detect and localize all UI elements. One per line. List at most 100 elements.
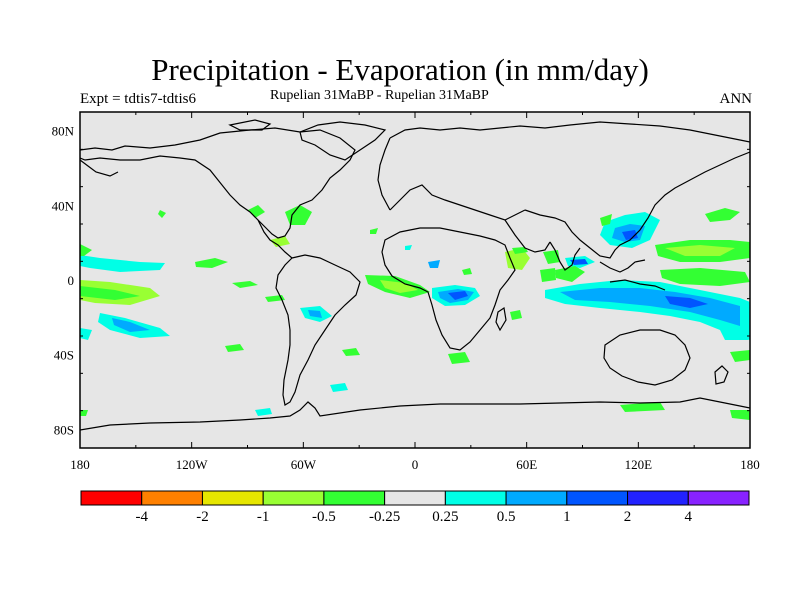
anomaly-north-atlantic-green [370,228,378,234]
lon-label: 60W [291,457,317,472]
colorbar: -4 -2 -1 -0.5 -0.25 0.25 0.5 1 2 4 [80,490,750,525]
coastline-central-america [257,219,293,259]
colorbar-label: -0.25 [369,509,400,525]
colorbar-label: -1 [257,509,270,525]
colorbar-swatch [384,490,446,506]
coastline-asia-north [377,137,391,211]
anomaly-east-asia-green [600,214,612,226]
anomaly-madagascar-green [510,310,522,320]
colorbar-swatch [80,490,143,506]
anomaly-western-pacific-equator-green [660,268,750,286]
colorbar-swatch [262,490,325,506]
coastline-indonesia [609,279,666,291]
anomaly-east-asia-core [622,230,638,240]
anomaly-west-africa-blue [428,260,440,268]
colorbar-swatch [687,490,750,506]
anomaly-south-africa-green [448,352,470,364]
anomaly-southern-ocean-cyan-2 [255,408,272,416]
axis-labels: 80N 40N 0 40S 80S 180 120W 60W 0 60E 120E 180 [52,124,760,472]
coastline-greenland [299,121,387,161]
coastline-alaska [80,159,119,177]
coastline-india [549,241,581,271]
lon-label: 120W [176,457,209,472]
anomaly-southern-ocean-cyan [330,383,348,392]
period-label: Rupelian 31MaBP - Rupelian 31MaBP [270,88,489,103]
colorbar-swatch [505,490,568,506]
colorbar-label: 0.25 [432,509,458,525]
colorbar-label: 4 [685,509,693,525]
colorbar-swatch [201,490,264,506]
anomaly-east-africa-green-rim [512,247,528,254]
coastline-southeast-asia [599,259,646,273]
lon-label: 180 [70,457,90,472]
anomaly-south-america-blue [308,310,322,318]
colorbar-label: -4 [135,509,148,525]
anomaly-indian-ocean-green [555,266,585,282]
lon-label: 60E [516,457,537,472]
anomaly-southern-ocean-green [730,410,750,420]
coastline-asia-south [524,151,750,259]
lat-label: 40S [54,348,74,363]
anomaly-western-pacific-north-lime [665,245,735,256]
colorbar-swatch [627,490,689,506]
lon-label: 180 [740,457,760,472]
colorbar-label: -2 [196,509,209,525]
anomaly-northeast-pacific-green [158,210,166,218]
anomaly-southern-ocean-green-2 [80,410,88,416]
colorbar-label: 0.5 [497,509,516,525]
anomaly-southwest-atlantic-green [225,344,244,352]
coastline-australia [603,329,691,386]
colorbar-swatch [566,490,629,506]
anomaly-field [80,205,750,420]
lat-label: 80S [54,422,74,437]
axis-ticks [79,111,751,449]
anomaly-south-pacific-10s-core [80,286,140,300]
lat-label: 80N [52,124,75,139]
colorbar-swatch [323,490,386,506]
coastline-arabia [504,219,551,253]
anomaly-india-green [540,268,556,282]
anomaly-equatorial-pacific-green [232,281,258,288]
colorbar-label: -0.5 [312,509,336,525]
anomaly-south-pacific-25s-core [112,318,150,332]
anomaly-central-pacific-green [195,258,228,268]
anomaly-north-africa-cyan [405,245,412,250]
anomaly-western-pacific-core [665,296,708,308]
coastline-madagascar [495,306,507,332]
anomaly-south-pacific-25s-edge [80,328,92,340]
anomaly-bay-of-bengal-blue [570,259,588,265]
lat-label: 0 [68,273,75,288]
lat-label: 40N [52,198,75,213]
anomaly-arabian-sea-green [543,250,560,264]
plot-title: Precipitation - Evaporation (in mm/day) [151,52,649,87]
anomaly-north-pacific-10n-green [80,244,92,256]
coastline-europe [389,121,750,143]
anomaly-australia-north-green [730,350,750,362]
anomaly-central-america-green [270,236,290,247]
coastline-africa [381,227,516,351]
anomaly-central-africa-core [448,291,468,300]
anomaly-east-africa-green [505,248,530,270]
colorbar-swatch [444,490,507,506]
colorbar-swatch [141,490,203,506]
colorbar-label: 1 [563,509,571,525]
map-background [80,112,750,448]
anomaly-western-pacific-north-edge [705,208,740,222]
experiment-label: Expt = tdtis7-tdtis6 [80,91,196,107]
coastlines [80,119,750,431]
anomaly-southern-ocean-green-3 [620,402,665,412]
anomaly-indian-ocean-blue [560,288,740,326]
coastline-europe-south [389,184,526,221]
anomaly-guinea-green [462,268,472,275]
coastline-south-america [275,254,361,406]
anomaly-north-pacific-10n [80,255,165,272]
anomaly-southern-ocean-cyan-3 [720,330,748,340]
anomaly-tropical-atlantic-green-core [380,280,418,293]
lon-label: 120E [625,457,653,472]
season-label: ANN [719,91,753,107]
anomaly-south-atlantic-green [342,348,360,356]
coastline-new-zealand [714,365,729,385]
coastline-arctic-islands [228,119,272,131]
lon-label: 0 [412,457,419,472]
